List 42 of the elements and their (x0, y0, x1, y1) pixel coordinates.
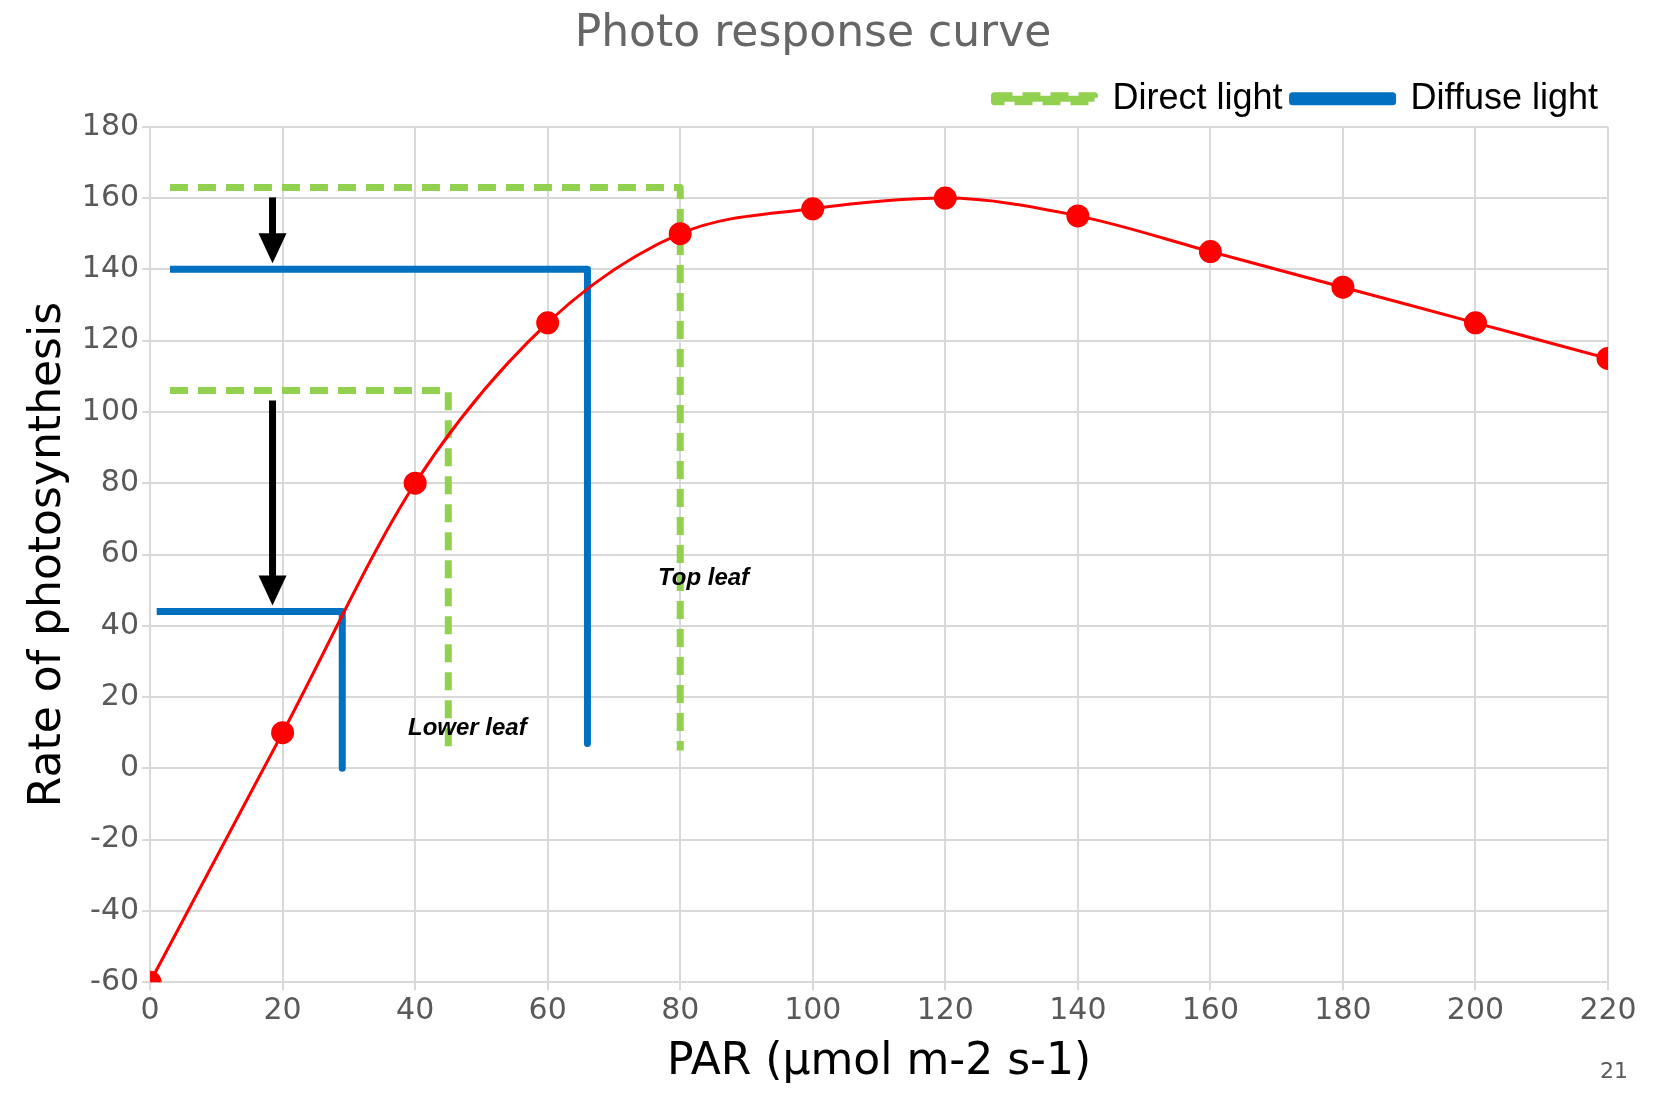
point (403, 471, 427, 495)
x-tick-label: 160 (1181, 991, 1240, 1026)
y-tick-label: -60 (90, 962, 140, 997)
y-tick-label: -20 (90, 819, 140, 855)
y-tick-label: 40 (100, 605, 140, 641)
y-tick-label: 180 (81, 106, 140, 142)
x-axis-title: PAR (µmol m-2 s-1) (666, 1033, 1092, 1085)
x-tick-label: 220 (1579, 991, 1637, 1026)
point (1331, 275, 1355, 299)
legend-label: Diffuse light (1410, 75, 1598, 117)
legend-label: Direct light (1112, 75, 1283, 117)
x-tick-label: 200 (1446, 991, 1505, 1026)
y-tick-label: 100 (81, 391, 140, 427)
point (1463, 311, 1487, 335)
point (933, 186, 957, 210)
x-tick-label: 20 (263, 991, 302, 1026)
annotation: Lower leaf (408, 713, 527, 741)
y-tick-label: 20 (100, 676, 140, 712)
point (1066, 204, 1090, 228)
point (801, 197, 825, 221)
y-tick-label: -40 (90, 890, 140, 926)
point (271, 721, 295, 745)
point (536, 311, 560, 335)
x-tick-label: 100 (784, 991, 842, 1026)
y-tick-label: 120 (81, 320, 140, 356)
y-tick-label: 140 (81, 249, 140, 285)
chart-title: Photo response curve (574, 4, 1052, 56)
point (668, 222, 692, 246)
y-axis-title: Rate of photosynthesis (18, 301, 70, 808)
x-tick-label: 80 (661, 991, 700, 1026)
y-tick-label: 160 (81, 177, 140, 213)
x-tick-label: 40 (396, 991, 435, 1026)
y-tick-label: 80 (100, 463, 140, 499)
x-tick-label: 180 (1314, 991, 1372, 1026)
x-tick-label: 120 (916, 991, 974, 1026)
annotation: Top leaf (658, 563, 750, 591)
x-tick-label: 60 (528, 991, 567, 1026)
y-tick-label: 0 (119, 748, 140, 784)
y-tick-label: 60 (100, 534, 140, 570)
text: 21 (1600, 1058, 1628, 1083)
x-tick-label: 140 (1049, 991, 1107, 1026)
point (1198, 240, 1222, 264)
